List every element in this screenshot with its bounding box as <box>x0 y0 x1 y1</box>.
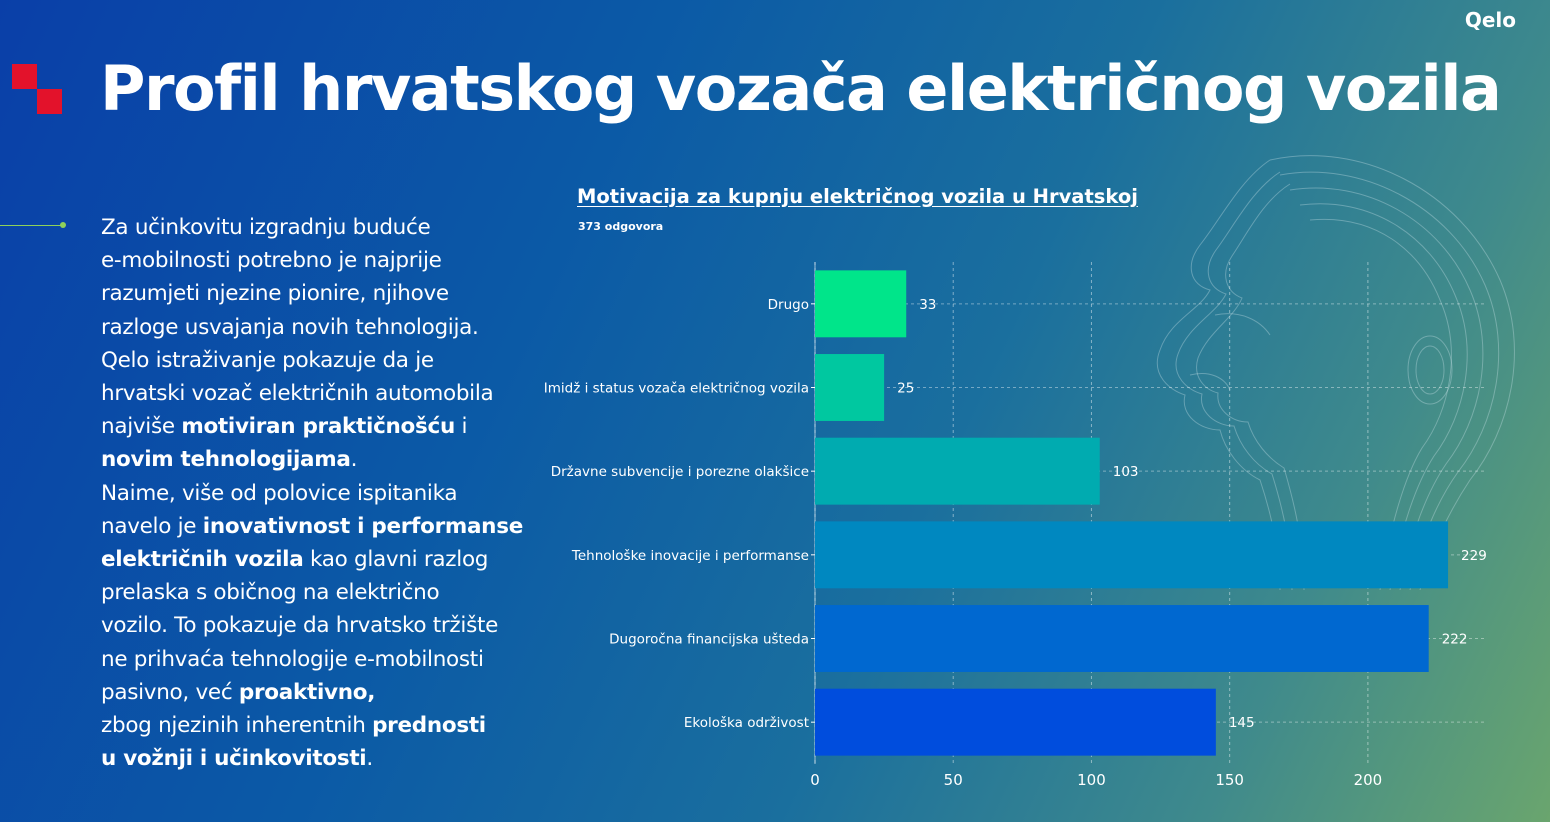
bar <box>815 437 1100 505</box>
x-tick-label: 0 <box>810 771 820 789</box>
value-label: 103 <box>1113 464 1139 480</box>
body-text-run: e-mobilnosti potrebno je najprije <box>101 248 442 274</box>
body-text-run: vozilo. To pokazuje da hrvatsko tržište <box>101 613 499 639</box>
category-label: Državne subvencije i porezne olakšice <box>551 464 809 480</box>
category-label: Ekološka održivost <box>684 715 809 731</box>
category-label: Imidž i status vozača električnog vozila <box>544 381 809 397</box>
value-label: 25 <box>897 381 914 397</box>
body-text-run: Qelo istraživanje pokazuje da je <box>101 347 434 373</box>
body-text-run: prelaska s običnog na električno <box>101 580 440 606</box>
value-label: 229 <box>1461 548 1487 564</box>
body-emphasis: u vožnji i učinkovitosti <box>101 746 367 772</box>
body-emphasis: električnih vozila <box>101 547 304 573</box>
value-label: 33 <box>919 297 936 313</box>
chart-subtitle: 373 odgovora <box>578 220 664 233</box>
accent-dot-icon <box>60 222 66 228</box>
body-line: Naime, više od polovice ispitanika <box>101 477 531 510</box>
body-text-run: Naime, više od polovice ispitanika <box>101 480 458 506</box>
body-line: zbog njezinih inherentnih prednosti <box>101 709 531 742</box>
x-tick-label: 50 <box>944 771 963 789</box>
body-text-run: kao glavni razlog <box>303 547 489 573</box>
category-label: Dugoročna financijska ušteda <box>609 632 809 648</box>
body-line: prelaska s običnog na električno <box>101 576 531 609</box>
body-emphasis: prednosti <box>372 713 486 739</box>
body-text-run: pasivno, već <box>101 679 239 705</box>
body-line: u vožnji i učinkovitosti. <box>101 742 531 775</box>
logo-mark-icon <box>12 64 64 116</box>
body-line: razloge usvajanja novih tehnologija. <box>101 311 531 344</box>
body-text-run: najviše <box>101 414 182 440</box>
chart-title: Motivacija za kupnju električnog vozila … <box>577 185 1138 208</box>
body-emphasis: proaktivno, <box>238 679 376 705</box>
x-tick-label: 100 <box>1077 771 1106 789</box>
category-label: Tehnološke inovacije i performanse <box>571 548 809 564</box>
accent-line <box>0 225 62 226</box>
body-text-run: razloge usvajanja novih tehnologija. <box>101 314 479 340</box>
face-illustration-icon <box>1156 155 1515 590</box>
body-line: novim tehnologijama. <box>101 443 531 476</box>
bar <box>815 270 907 338</box>
value-label: 222 <box>1442 632 1468 648</box>
body-text-run: . <box>366 746 373 772</box>
body-line: razumjeti njezine pionire, njihove <box>101 277 531 310</box>
body-line: navelo je inovativnost i performanse <box>101 510 531 543</box>
brand-logo: Qelo <box>1464 8 1516 32</box>
body-line: električnih vozila kao glavni razlog <box>101 543 531 576</box>
bar <box>815 521 1449 589</box>
body-line: hrvatski vozač električnih automobila <box>101 377 531 410</box>
bar <box>815 354 885 421</box>
page-title: Profil hrvatskog vozača električnog vozi… <box>100 52 1502 125</box>
body-line: vozilo. To pokazuje da hrvatsko tržište <box>101 609 531 642</box>
body-text-run: zbog njezinih inherentnih <box>101 713 373 739</box>
body-text-run: Za učinkovitu izgradnju buduće <box>101 215 431 240</box>
body-text-run: ne prihvaća tehnologije e-mobilnosti <box>101 646 484 672</box>
body-emphasis: novim tehnologijama <box>101 447 351 473</box>
body-emphasis: motiviran praktičnošću <box>181 414 455 440</box>
body-line: Za učinkovitu izgradnju buduće <box>101 211 531 244</box>
body-line: e-mobilnosti potrebno je najprije <box>101 244 531 277</box>
x-tick-label: 150 <box>1215 771 1244 789</box>
body-line: Qelo istraživanje pokazuje da je <box>101 344 531 377</box>
body-text-run: razumjeti njezine pionire, njihove <box>101 281 449 307</box>
x-tick-label: 200 <box>1354 771 1383 789</box>
body-text-run: navelo je <box>101 513 203 539</box>
body-line: pasivno, već proaktivno, <box>101 676 531 709</box>
bar <box>815 688 1216 756</box>
body-line: najviše motiviran praktičnošću i <box>101 410 531 443</box>
body-text-run: . <box>350 447 358 473</box>
body-text-run: i <box>454 414 468 440</box>
category-label: Drugo <box>768 297 809 313</box>
body-line: ne prihvaća tehnologije e-mobilnosti <box>101 643 531 676</box>
bar <box>815 605 1429 672</box>
body-paragraph: Za učinkovitu izgradnju buduće e-mobilnos… <box>101 211 531 775</box>
body-text-run: hrvatski vozač električnih automobila <box>101 381 494 407</box>
body-emphasis: inovativnost i performanse <box>202 513 524 539</box>
value-label: 145 <box>1229 715 1255 731</box>
